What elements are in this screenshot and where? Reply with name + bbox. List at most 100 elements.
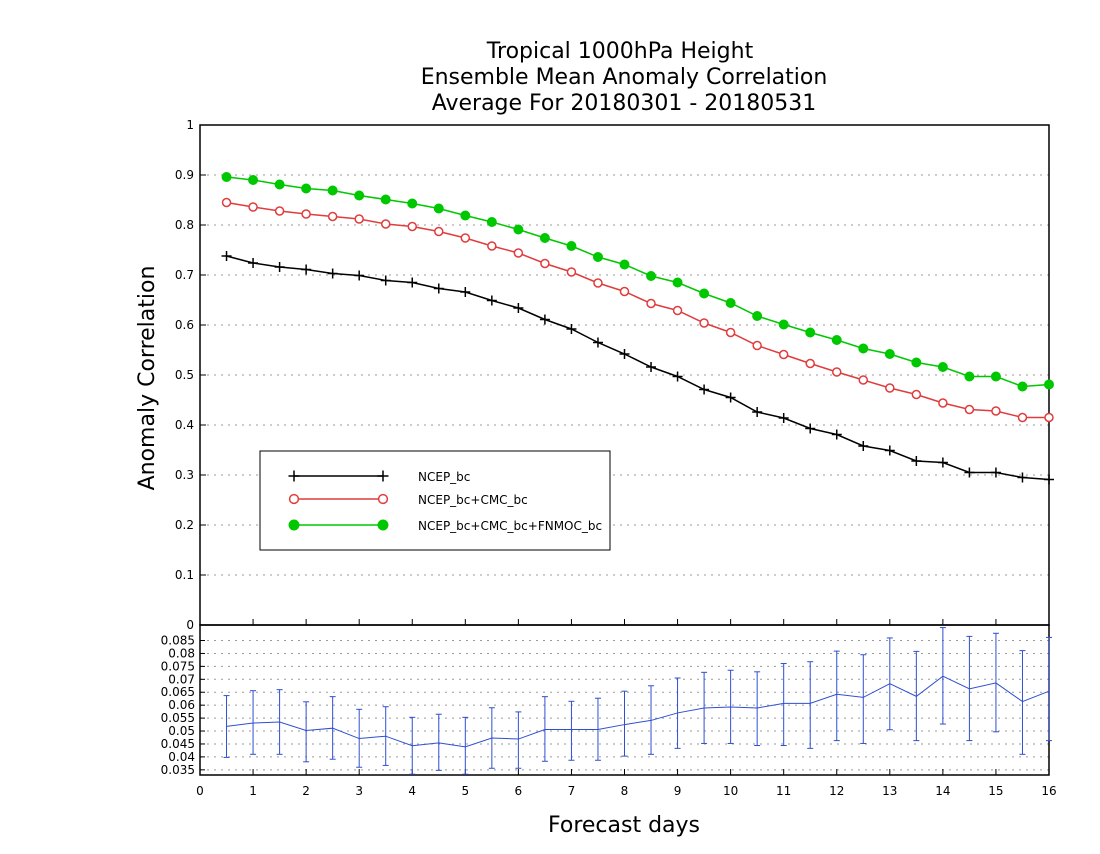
marker-open-circle xyxy=(1044,412,1054,423)
x-tick-label: 3 xyxy=(355,784,363,798)
error-bar xyxy=(621,690,628,757)
x-tick-label: 7 xyxy=(568,784,576,798)
marker-open-circle xyxy=(699,318,709,328)
error-bar xyxy=(594,697,601,761)
marker-plus xyxy=(964,467,975,478)
error-y-tick-label: 0.06 xyxy=(168,698,195,712)
marker-open-circle xyxy=(805,358,815,369)
x-tick-label: 13 xyxy=(882,784,897,798)
marker-plus xyxy=(433,283,444,294)
error-y-tick-label: 0.075 xyxy=(161,659,195,673)
marker-filled-circle xyxy=(377,519,389,531)
main-y-tick-label: 1 xyxy=(186,118,194,132)
x-tick-label: 5 xyxy=(461,784,469,798)
error-bar xyxy=(462,716,469,775)
main-y-tick-label: 0.9 xyxy=(175,168,194,182)
marker-filled-circle xyxy=(513,224,524,235)
series-line xyxy=(226,201,1049,419)
error-bar xyxy=(250,690,257,755)
marker-plus xyxy=(592,337,603,348)
error-bar xyxy=(992,632,999,733)
x-tick-label: 1 xyxy=(249,784,257,798)
marker-filled-circle xyxy=(380,194,391,205)
error-bar xyxy=(727,669,734,744)
marker-plus xyxy=(619,349,630,359)
marker-plus xyxy=(354,270,365,281)
error-bar xyxy=(541,696,548,762)
error-y-tick-label: 0.065 xyxy=(161,685,195,699)
marker-plus xyxy=(377,470,389,482)
marker-open-circle xyxy=(288,493,300,505)
main-y-tick-label: 0.7 xyxy=(175,268,194,282)
x-tick-label: 16 xyxy=(1041,784,1056,798)
series-line xyxy=(226,176,1050,388)
marker-filled-circle xyxy=(778,319,789,330)
marker-plus xyxy=(858,441,869,451)
series-line xyxy=(226,255,1050,481)
marker-plus xyxy=(301,264,312,275)
marker-plus xyxy=(407,277,418,288)
marker-plus xyxy=(778,413,789,423)
marker-open-circle xyxy=(513,248,524,258)
marker-plus xyxy=(937,457,948,468)
error-y-tick-label: 0.08 xyxy=(168,646,195,660)
marker-open-circle xyxy=(301,209,311,219)
marker-filled-circle xyxy=(486,217,497,227)
error-bar xyxy=(409,716,416,775)
marker-plus xyxy=(380,275,391,286)
error-y-tick-label: 0.05 xyxy=(168,724,195,738)
error-bar xyxy=(568,700,575,761)
marker-filled-circle xyxy=(805,327,816,338)
marker-open-circle xyxy=(1017,412,1028,423)
marker-plus xyxy=(513,303,524,313)
legend-samples xyxy=(288,470,389,531)
chart-title-line-1: Tropical 1000hPa Height xyxy=(486,39,754,64)
legend: NCEP_bc NCEP_bc+CMC_bc NCEP_bc+CMC_bc+FN… xyxy=(259,450,611,551)
error-y-tick-label: 0.07 xyxy=(168,672,195,686)
marker-filled-circle xyxy=(288,519,300,531)
x-tick-label: 12 xyxy=(829,784,844,798)
marker-filled-circle xyxy=(460,210,471,221)
series-2 xyxy=(221,172,1054,392)
marker-open-circle xyxy=(460,233,471,243)
marker-plus xyxy=(884,445,895,456)
error-y-tick-label: 0.04 xyxy=(168,750,195,764)
error-y-tick-label: 0.035 xyxy=(161,763,195,777)
error-bar xyxy=(939,627,946,725)
marker-plus xyxy=(1044,474,1054,485)
x-tick-label: 2 xyxy=(302,784,310,798)
error-bar xyxy=(807,661,814,749)
marker-open-circle xyxy=(380,219,391,229)
marker-filled-circle xyxy=(1017,381,1028,392)
series-layer xyxy=(221,172,1054,485)
x-tick-label: 8 xyxy=(621,784,629,798)
marker-filled-circle xyxy=(937,362,948,372)
marker-filled-circle xyxy=(672,277,683,288)
x-tick-label: 0 xyxy=(196,784,204,798)
marker-open-circle xyxy=(487,241,497,251)
marker-open-circle xyxy=(778,349,789,360)
marker-plus xyxy=(752,407,763,417)
error-bar xyxy=(435,713,442,771)
main-y-tick-label: 0.3 xyxy=(175,468,194,482)
main-y-tick-label: 0.6 xyxy=(175,318,194,332)
error-bar xyxy=(356,708,363,768)
marker-plus xyxy=(911,456,922,466)
x-axis-label: Forecast days xyxy=(548,813,700,838)
marker-open-circle xyxy=(540,258,550,269)
marker-filled-circle xyxy=(1044,379,1054,390)
error-y-tick-label: 0.085 xyxy=(161,634,195,648)
marker-filled-circle xyxy=(752,311,763,321)
marker-open-circle xyxy=(274,206,285,216)
marker-filled-circle xyxy=(592,252,603,262)
marker-filled-circle xyxy=(619,259,630,270)
marker-plus xyxy=(805,423,816,434)
marker-plus xyxy=(699,384,710,395)
error-bar xyxy=(223,695,230,758)
marker-filled-circle xyxy=(248,175,259,185)
error-bar xyxy=(303,701,310,763)
marker-filled-circle xyxy=(964,371,975,382)
marker-plus xyxy=(288,470,300,482)
